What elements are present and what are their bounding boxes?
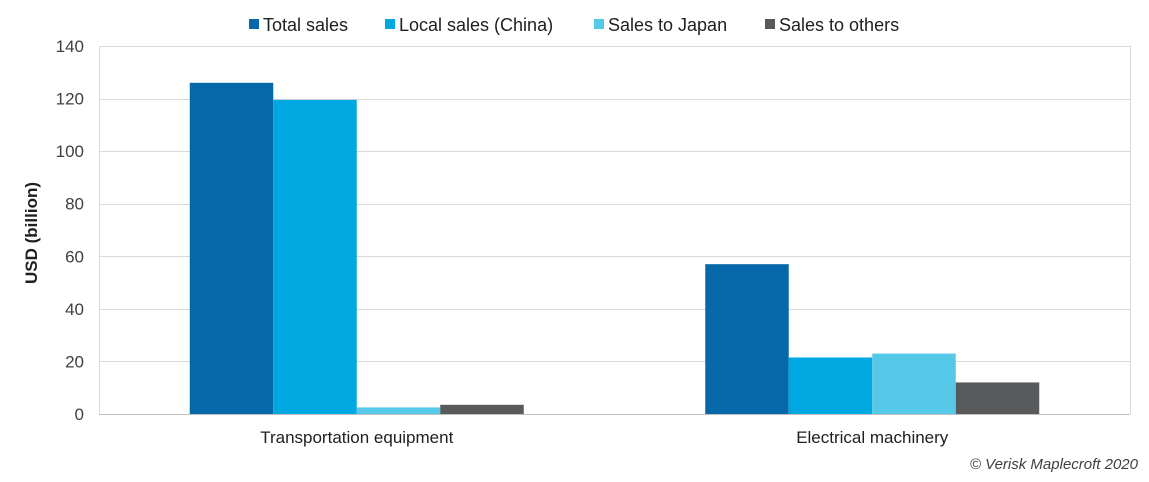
bar-total-sales-1 — [189, 82, 274, 415]
legend-swatch — [249, 19, 259, 29]
x-axis: Transportation equipment Electrical machi… — [99, 414, 1130, 447]
x-category-label: Transportation equipment — [260, 428, 453, 447]
bar-local-sales-china-2 — [788, 357, 873, 414]
legend-label: Sales to Japan — [608, 15, 727, 35]
y-tick-label: 0 — [75, 405, 84, 424]
legend-label: Sales to others — [779, 15, 899, 35]
bar-total-sales-2 — [705, 264, 789, 414]
y-axis-title: USD (billion) — [22, 182, 41, 284]
bars-group — [189, 82, 1040, 415]
legend-label: Local sales (China) — [399, 15, 553, 35]
legend: Total sales Local sales (China) Sales to J… — [249, 15, 899, 35]
x-category-label: Electrical machinery — [796, 428, 949, 447]
y-tick-label: 40 — [65, 300, 84, 319]
bar-sales-to-japan-1 — [356, 407, 441, 414]
legend-swatch — [594, 19, 604, 29]
bar-sales-to-japan-2 — [872, 353, 956, 414]
y-tick-label: 140 — [56, 37, 84, 56]
y-tick-label: 20 — [65, 352, 84, 371]
copyright-credit: © Verisk Maplecroft 2020 — [970, 456, 1139, 473]
y-tick-label: 80 — [65, 195, 84, 214]
legend-label: Total sales — [263, 15, 348, 35]
bar-sales-to-others-1 — [440, 404, 524, 414]
y-tick-label: 120 — [56, 90, 84, 109]
legend-swatch — [385, 19, 395, 29]
y-tick-label: 100 — [56, 142, 84, 161]
legend-swatch — [765, 19, 775, 29]
bar-local-sales-china-1 — [273, 99, 357, 414]
y-axis: 0 20 40 60 80 100 120 140 — [56, 37, 84, 424]
y-tick-label: 60 — [65, 247, 84, 266]
bar-sales-to-others-2 — [955, 382, 1040, 414]
